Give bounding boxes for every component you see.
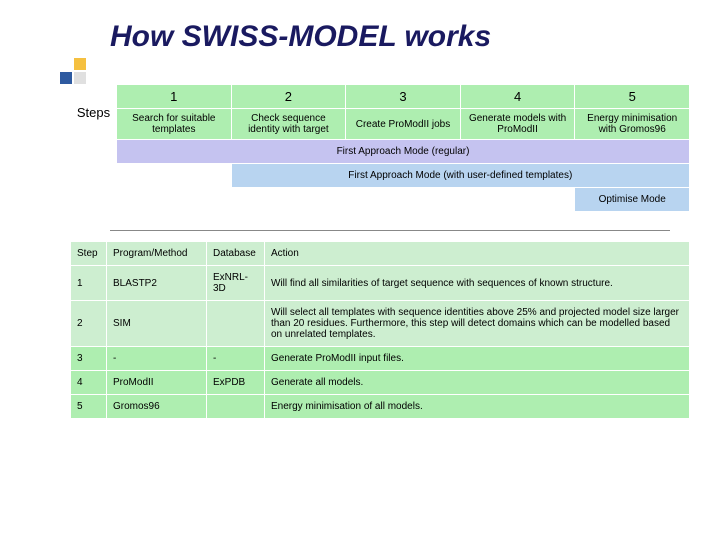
cell-db	[207, 301, 265, 347]
col-db: Database	[207, 242, 265, 266]
cell-step: 2	[71, 301, 107, 347]
cell-action: Will select all templates with sequence …	[265, 301, 690, 347]
cell-db: ExPDB	[207, 371, 265, 395]
cell-program: SIM	[107, 301, 207, 347]
col-step: Step	[71, 242, 107, 266]
step-number: 4	[460, 85, 575, 109]
step-desc: Create ProModII jobs	[346, 109, 461, 140]
step-number: 3	[346, 85, 461, 109]
cell-action: Generate all models.	[265, 371, 690, 395]
cell-program: Gromos96	[107, 395, 207, 419]
steps-row-label: Steps	[71, 85, 117, 140]
table-row: 1BLASTP2ExNRL-3DWill find all similariti…	[71, 266, 690, 301]
mode-optimise: Optimise Mode	[575, 188, 690, 212]
table-row: 3--Generate ProModII input files.	[71, 347, 690, 371]
step-number: 2	[231, 85, 346, 109]
cell-step: 4	[71, 371, 107, 395]
cell-db: -	[207, 347, 265, 371]
steps-overview-table: Steps 1 2 3 4 5 Search for suitable temp…	[70, 84, 690, 212]
cell-program: BLASTP2	[107, 266, 207, 301]
page-title: How SWISS-MODEL works	[110, 20, 720, 54]
cell-program: ProModII	[107, 371, 207, 395]
col-program: Program/Method	[107, 242, 207, 266]
steps-detail-table: Step Program/Method Database Action 1BLA…	[70, 241, 690, 419]
step-desc: Check sequence identity with target	[231, 109, 346, 140]
col-action: Action	[265, 242, 690, 266]
cell-action: Energy minimisation of all models.	[265, 395, 690, 419]
mode-regular: First Approach Mode (regular)	[117, 140, 690, 164]
divider	[110, 230, 670, 231]
cell-step: 1	[71, 266, 107, 301]
cell-action: Generate ProModII input files.	[265, 347, 690, 371]
cell-action: Will find all similarities of target seq…	[265, 266, 690, 301]
step-desc: Generate models with ProModII	[460, 109, 575, 140]
mode-user-templates: First Approach Mode (with user-defined t…	[231, 164, 689, 188]
cell-db	[207, 395, 265, 419]
table-row: 5Gromos96 Energy minimisation of all mode…	[71, 395, 690, 419]
table-row: 4ProModIIExPDBGenerate all models.	[71, 371, 690, 395]
step-number: 1	[117, 85, 232, 109]
cell-db: ExNRL-3D	[207, 266, 265, 301]
title-bullet-icon	[60, 58, 88, 86]
step-desc: Search for suitable templates	[117, 109, 232, 140]
table-row: 2SIM Will select all templates with seque…	[71, 301, 690, 347]
step-number: 5	[575, 85, 690, 109]
cell-program: -	[107, 347, 207, 371]
step-desc: Energy minimisation with Gromos96	[575, 109, 690, 140]
cell-step: 3	[71, 347, 107, 371]
cell-step: 5	[71, 395, 107, 419]
